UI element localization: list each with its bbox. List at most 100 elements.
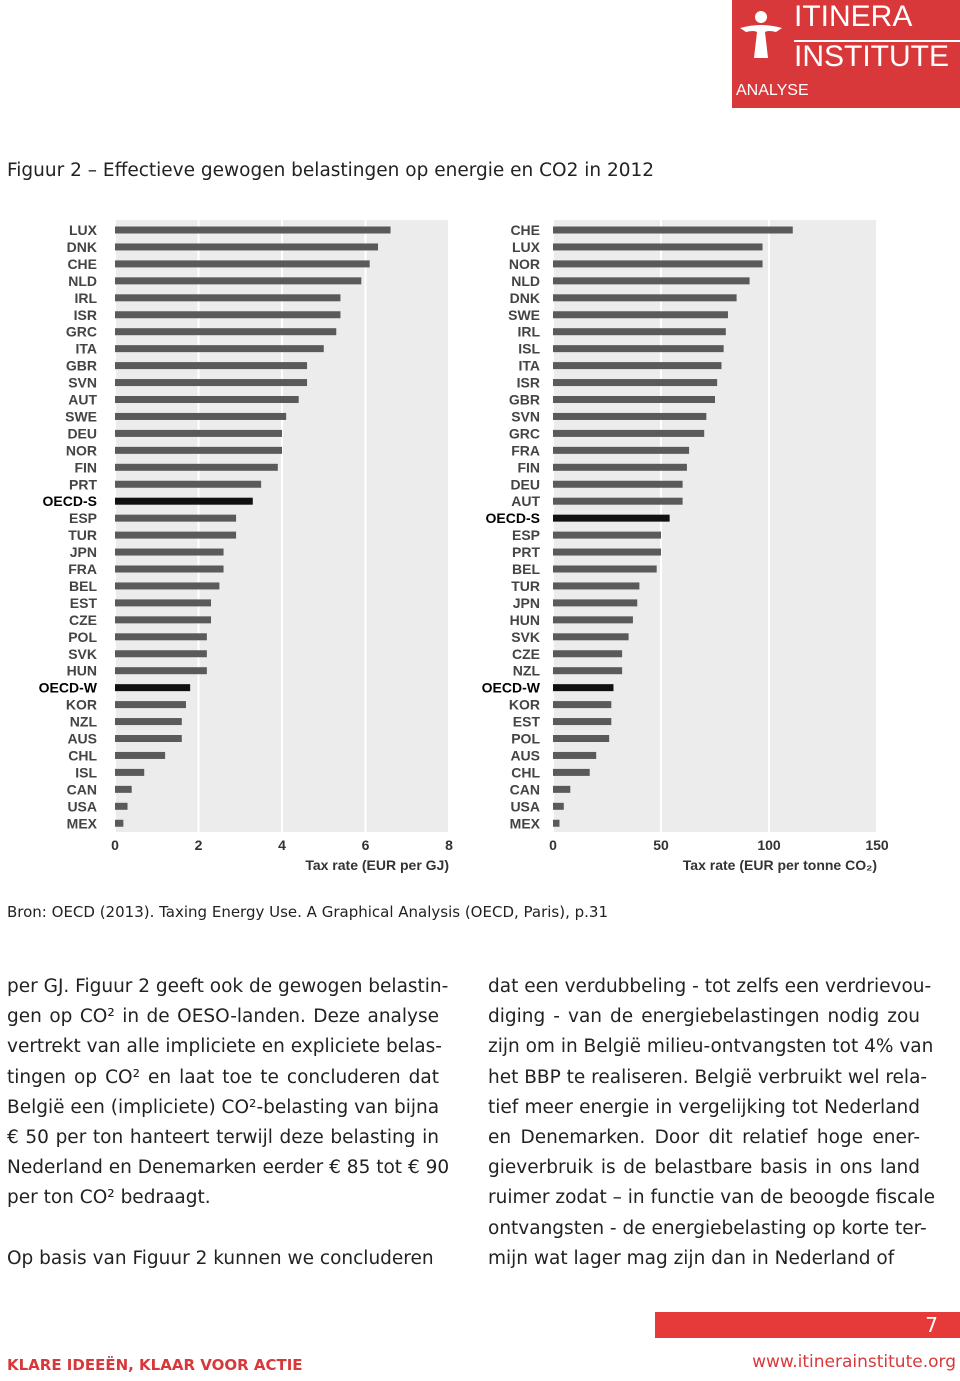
- bar: [553, 480, 683, 488]
- category-label: ISL: [75, 764, 97, 780]
- category-label: NZL: [513, 663, 541, 679]
- category-label: SWE: [65, 408, 97, 424]
- page-number: 7: [925, 1313, 938, 1337]
- bar: [553, 328, 726, 336]
- page-number-bar: 7: [655, 1312, 960, 1338]
- bar: [115, 735, 182, 742]
- category-label: CHE: [510, 222, 540, 238]
- bar: [115, 531, 237, 539]
- category-label: BEL: [512, 561, 540, 577]
- bar: [553, 582, 640, 590]
- category-label: EST: [70, 595, 98, 611]
- category-label: LUX: [69, 222, 98, 238]
- category-label: GRC: [66, 324, 97, 340]
- category-label: PRT: [512, 544, 540, 560]
- category-label: CAN: [67, 781, 97, 797]
- bar: [553, 785, 571, 793]
- category-label: KOR: [66, 697, 97, 713]
- text-line: per ton CO² bedraagt.: [7, 1187, 211, 1209]
- bar: [553, 412, 707, 420]
- bar: [553, 565, 657, 573]
- bar: [553, 768, 590, 776]
- bar: [115, 412, 287, 420]
- x-tick-label: 100: [757, 837, 781, 853]
- category-label: SWE: [508, 307, 540, 323]
- bar: [553, 616, 633, 624]
- bar: [115, 616, 212, 624]
- x-axis-title: Tax rate (EUR per tonne CO₂): [683, 857, 877, 873]
- text-line: en Denemarken. Door dit relatief hoge en…: [488, 1127, 920, 1148]
- category-label: MEX: [510, 815, 541, 831]
- bar: [115, 684, 191, 692]
- text-line: ontvangsten - de energiebelasting op kor…: [488, 1217, 927, 1239]
- bar: [115, 718, 182, 726]
- text-line: gieverbruik is de belastbare basis in on…: [488, 1157, 920, 1179]
- bar: [115, 650, 207, 658]
- category-label: ITA: [75, 341, 97, 357]
- text-line: mijn wat lager mag zijn dan in Nederland…: [488, 1247, 895, 1269]
- bar: [115, 802, 128, 810]
- bar: [115, 277, 362, 285]
- category-label: NLD: [511, 273, 540, 289]
- category-label: OECD-S: [43, 493, 97, 509]
- category-label: LUX: [512, 239, 541, 255]
- category-label: NZL: [70, 714, 98, 730]
- bar: [115, 379, 308, 387]
- text-line: diging - van de energiebelastingen nodig…: [488, 1006, 920, 1028]
- logo-icon: [732, 4, 790, 62]
- x-tick-label: 50: [653, 837, 669, 853]
- slogan: KLARE IDEEËN, KLAAR VOOR ACTIE: [7, 1356, 303, 1374]
- bar: [115, 311, 341, 319]
- bar: [115, 785, 132, 793]
- bar: [553, 802, 564, 810]
- bar: [115, 328, 337, 336]
- category-label: ISL: [518, 341, 540, 357]
- category-label: FIN: [517, 459, 540, 475]
- bar: [553, 497, 683, 505]
- bar: [115, 582, 220, 590]
- bar: [115, 599, 212, 607]
- x-tick-label: 6: [362, 837, 370, 853]
- category-label: POL: [68, 629, 97, 645]
- bar: [553, 633, 629, 641]
- bar: [553, 650, 623, 658]
- category-label: DNK: [510, 290, 540, 306]
- bar: [553, 718, 612, 726]
- bar: [553, 243, 763, 251]
- bar: [115, 633, 207, 641]
- category-label: SVN: [68, 375, 97, 391]
- category-label: HUN: [67, 663, 97, 679]
- category-label: CAN: [510, 781, 540, 797]
- text-line: dat een verdubbeling - tot zelfs een ver…: [488, 976, 932, 997]
- category-label: TUR: [511, 578, 540, 594]
- category-label: ISR: [517, 375, 540, 391]
- bar: [553, 311, 728, 319]
- category-label: JPN: [513, 595, 540, 611]
- bar: [553, 463, 687, 471]
- x-tick-label: 8: [445, 837, 453, 853]
- category-label: FRA: [511, 442, 540, 458]
- bar: [115, 362, 308, 370]
- bar: [553, 260, 763, 268]
- bar: [553, 599, 638, 607]
- category-label: DNK: [67, 239, 97, 255]
- text-line: per GJ. Figuur 2 geeft ook de gewogen be…: [7, 976, 449, 997]
- category-label: POL: [511, 731, 540, 747]
- bar: [115, 480, 262, 488]
- bar: [115, 565, 224, 573]
- bar: [115, 463, 278, 471]
- bar: [553, 226, 793, 234]
- text-line: het BBP te realiseren. België verbruikt …: [488, 1066, 928, 1088]
- category-label: KOR: [509, 697, 540, 713]
- category-label: CHL: [68, 747, 97, 763]
- x-tick-label: 2: [195, 837, 203, 853]
- bar: [553, 446, 690, 454]
- category-label: IRL: [74, 290, 97, 306]
- category-label: EST: [513, 714, 541, 730]
- x-tick-label: 150: [865, 837, 889, 853]
- category-label: PRT: [69, 476, 97, 492]
- bar: [553, 667, 623, 675]
- bar: [115, 226, 391, 234]
- category-label: CHL: [511, 764, 540, 780]
